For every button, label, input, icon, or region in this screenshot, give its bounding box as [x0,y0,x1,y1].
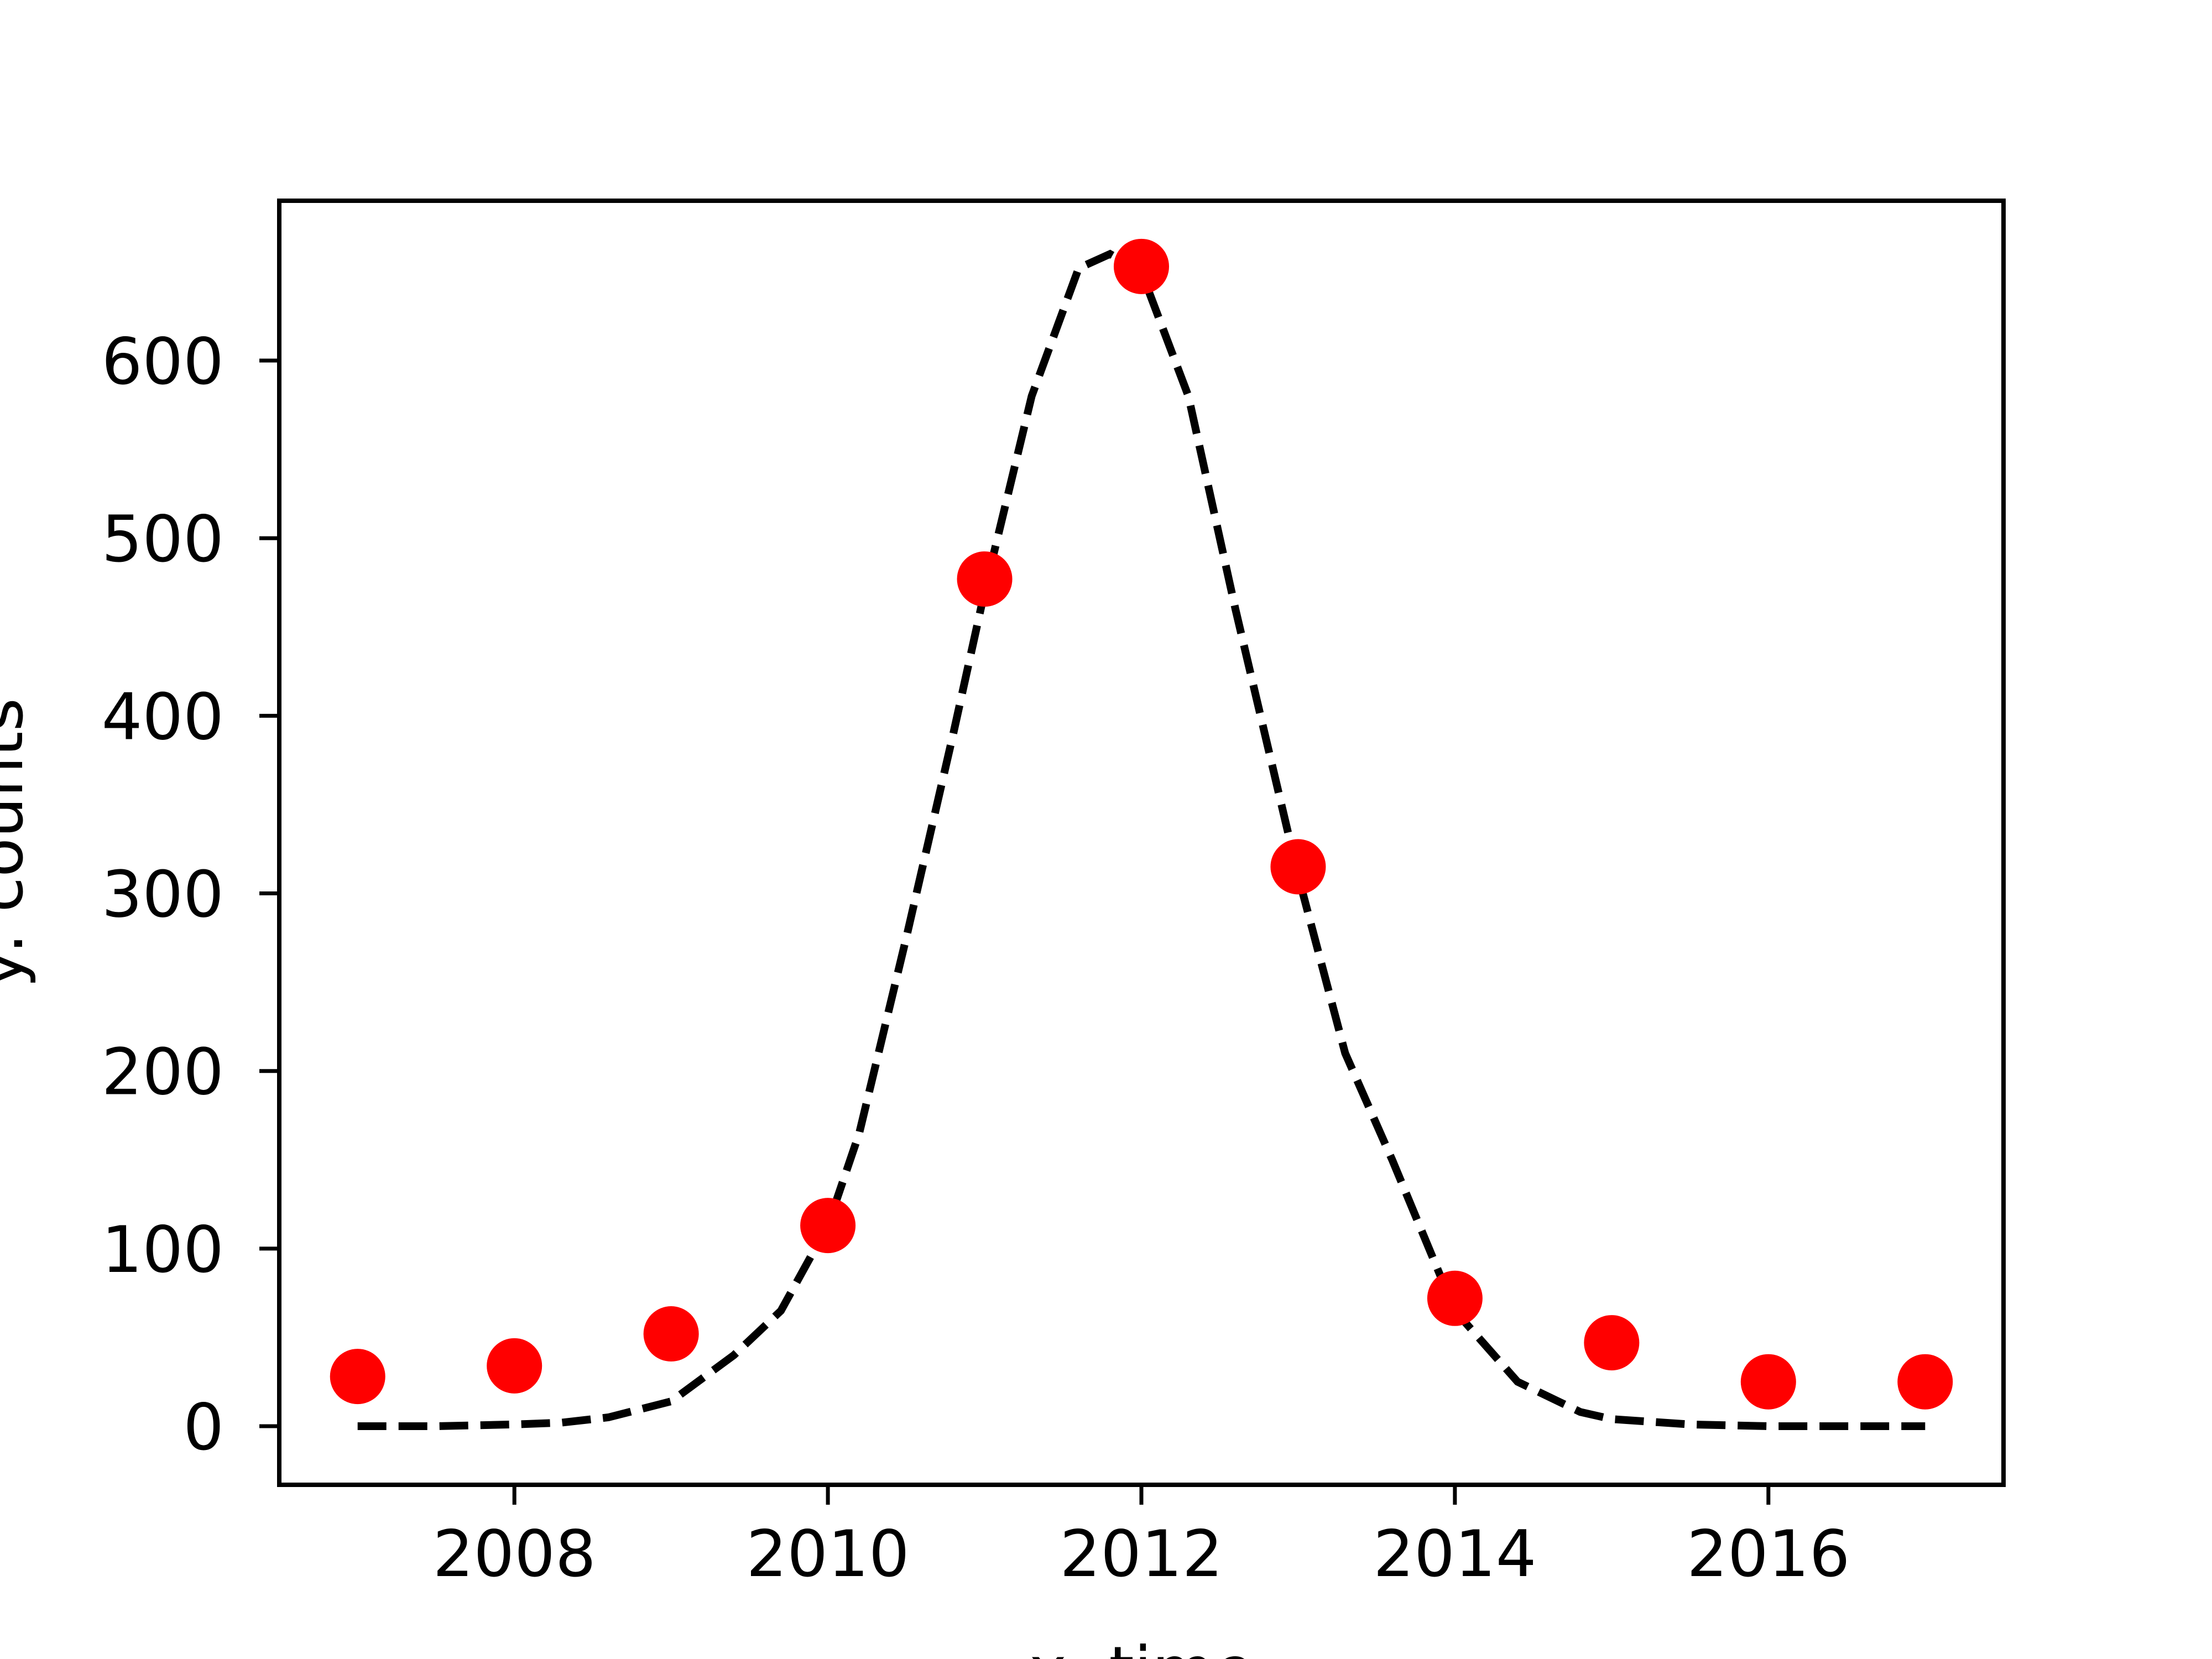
fit-line-layer [357,249,1926,1430]
y-tick-label: 300 [102,858,224,932]
data-point [643,1306,699,1362]
plot-area-background [279,201,2004,1485]
y-tick-label: 100 [102,1213,224,1287]
y-tick-label: 500 [102,502,224,577]
x-axis-ticks: 2008 2010 2012 2014 2016 [433,1485,1850,1592]
data-point [1584,1315,1640,1371]
data-point [1740,1354,1796,1410]
points-layer [330,238,1953,1410]
x-axis-label: x: time [1029,1633,1254,1659]
fit-curve [357,249,1926,1430]
data-point [1427,1270,1483,1326]
y-axis-ticks: 0 100 200 300 400 500 600 [102,325,279,1465]
y-tick-label: 400 [102,680,224,754]
x-tick-label: 2008 [433,1517,596,1592]
x-tick-label: 2014 [1373,1517,1536,1592]
y-tick-label: 600 [102,325,224,399]
y-axis-label: y: counts [0,698,38,988]
data-point [487,1338,542,1394]
data-point [800,1198,856,1254]
data-point [1897,1354,1953,1410]
data-point [330,1349,385,1405]
x-tick-label: 2012 [1060,1517,1223,1592]
data-point [1270,839,1326,895]
y-tick-label: 200 [102,1035,224,1110]
y-tick-label: 0 [183,1390,224,1465]
data-point [1114,238,1169,294]
x-tick-label: 2016 [1687,1517,1850,1592]
x-tick-label: 2010 [746,1517,909,1592]
data-point [957,551,1013,607]
